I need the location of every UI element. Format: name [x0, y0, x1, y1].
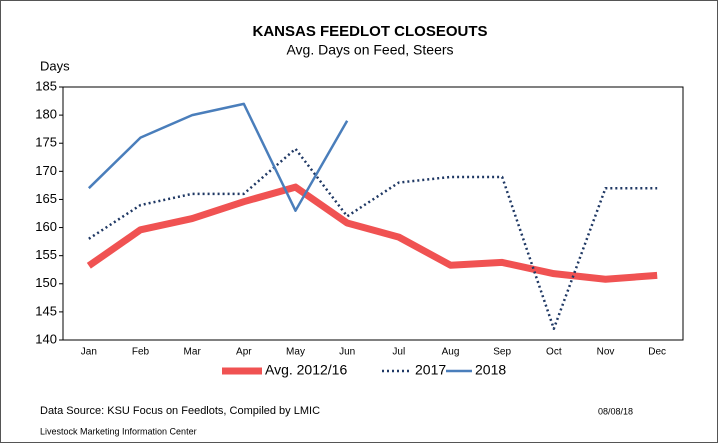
chart-subtitle: Avg. Days on Feed, Steers — [286, 42, 453, 58]
legend-label: 2018 — [475, 362, 506, 378]
legend-label: Avg. 2012/16 — [265, 362, 347, 378]
y-tick-label: 175 — [35, 135, 57, 150]
x-tick-label: Sep — [493, 347, 511, 358]
y-tick-label: 140 — [35, 331, 57, 346]
credit: Livestock Marketing Information Center — [40, 426, 197, 436]
y-axis-label: Days — [40, 58, 70, 73]
x-tick-label: Apr — [236, 347, 252, 358]
y-tick-label: 180 — [35, 107, 57, 122]
line-series — [87, 102, 349, 212]
x-tick-label: Dec — [648, 347, 666, 358]
x-tick-label: Feb — [132, 347, 150, 358]
plot-area — [62, 86, 684, 341]
date: 08/08/18 — [598, 406, 633, 416]
x-tick-label: May — [286, 347, 305, 358]
x-tick-label: Jan — [81, 347, 97, 358]
y-tick-label: 150 — [35, 275, 57, 290]
x-tick-label: Oct — [546, 347, 562, 358]
y-tick-label: 170 — [35, 163, 57, 178]
x-tick-label: Jul — [392, 347, 405, 358]
chart-title: KANSAS FEEDLOT CLOSEOUTS — [252, 23, 487, 40]
y-tick-label: 165 — [35, 191, 57, 206]
x-tick-label: Mar — [184, 347, 202, 358]
source: Data Source: KSU Focus on Feedlots, Comp… — [40, 405, 320, 417]
y-tick-label: 185 — [35, 78, 57, 93]
x-tick-label: Aug — [442, 347, 460, 358]
x-tick-label: Jun — [339, 347, 355, 358]
x-tick-label: Nov — [597, 347, 615, 358]
y-tick-label: 155 — [35, 247, 57, 262]
line-series — [86, 183, 658, 283]
line-series — [88, 147, 658, 331]
y-tick-label: 145 — [35, 303, 57, 318]
y-tick-label: 160 — [35, 219, 57, 234]
legend-label: 2017 — [415, 362, 446, 378]
